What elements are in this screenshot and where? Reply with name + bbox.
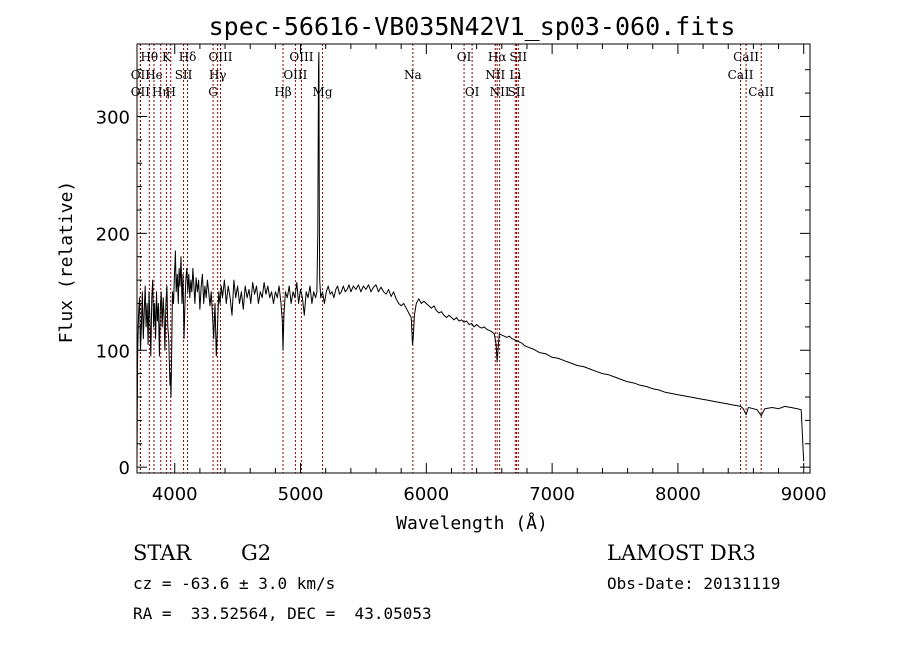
- line-label-17: OI: [457, 50, 472, 64]
- spectrum-series: [136, 51, 805, 462]
- line-label-2: OII: [131, 85, 151, 99]
- line-label-15: Mg: [313, 85, 333, 99]
- object-class: STAR: [133, 541, 192, 565]
- axis-ticks: 4000 5000 6000 7000 8000 9000 0 100 200 300: [96, 44, 827, 505]
- line-label-5: K: [162, 50, 172, 64]
- object-subclass: G2: [241, 541, 272, 565]
- x-tick-label-7000: 7000: [529, 484, 575, 505]
- x-tick-label-9000: 9000: [781, 484, 827, 505]
- x-tick-label-8000: 8000: [655, 484, 701, 505]
- line-label-25: CaII: [733, 50, 759, 64]
- line-label-11: G: [208, 85, 218, 99]
- line-label-13: OIII: [289, 50, 313, 64]
- x-axis-label: Wavelength (Å): [396, 512, 548, 534]
- chart-title: spec-56616-VB035N42V1_sp03-060.fits: [209, 12, 736, 41]
- line-label-18: OI: [465, 85, 480, 99]
- line-label-27: CaII: [748, 85, 774, 99]
- line-label-0: Hθ: [140, 50, 158, 64]
- line-label-26: CaII: [728, 68, 754, 82]
- x-tick-label-4000: 4000: [152, 484, 198, 505]
- y-tick-label-100: 100: [96, 341, 130, 362]
- line-label-4: Hη: [152, 85, 170, 99]
- line-label-22: SII: [509, 50, 527, 64]
- line-label-1: OII: [131, 68, 151, 82]
- y-tick-label-200: 200: [96, 224, 130, 245]
- y-tick-label-300: 300: [96, 107, 130, 128]
- coordinates: RA = 33.52564, DEC = 43.05053: [133, 604, 432, 623]
- y-axis-label: Flux (relative): [56, 181, 77, 344]
- x-tick-label-5000: 5000: [278, 484, 324, 505]
- line-label-21: NII: [490, 85, 510, 99]
- line-label-23: Li: [509, 68, 521, 82]
- series-line-flux: [136, 51, 805, 462]
- line-label-6: H: [165, 85, 175, 99]
- line-label-19: Hα: [488, 50, 507, 64]
- observation-date: Obs-Date: 20131119: [607, 574, 781, 593]
- survey-name: LAMOST DR3: [607, 541, 756, 565]
- line-label-24: SII: [508, 85, 526, 99]
- line-label-3: He: [145, 68, 163, 82]
- redshift-value: cz = -63.6 ± 3.0 km/s: [133, 574, 336, 593]
- line-label-12: Hβ: [274, 85, 291, 99]
- line-label-20: NII: [485, 68, 505, 82]
- y-tick-label-0: 0: [119, 458, 130, 479]
- line-label-16: Na: [404, 68, 422, 82]
- line-label-14: OIII: [283, 68, 307, 82]
- line-label-10: Hγ: [209, 68, 227, 82]
- line-label-9: OIII: [208, 50, 232, 64]
- plot-frame: [136, 43, 811, 474]
- x-tick-label-6000: 6000: [403, 484, 449, 505]
- line-label-8: Hδ: [179, 50, 197, 64]
- line-label-7: SII: [175, 68, 193, 82]
